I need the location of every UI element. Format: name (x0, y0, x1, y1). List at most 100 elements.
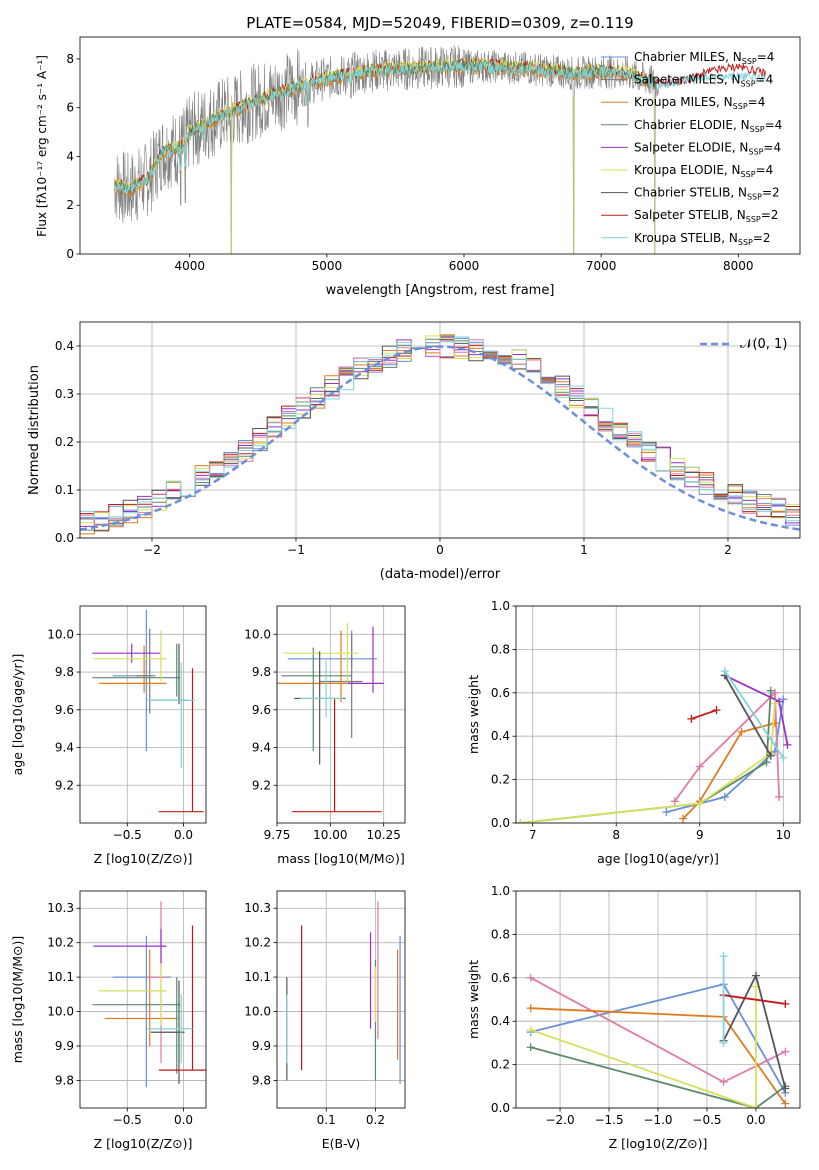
legend-eq: =4 (756, 163, 774, 177)
axes-residuals: −2 −1 0 1 2 0.0 0.1 0.2 0.3 0.4 (55, 321, 801, 557)
y-axis-label: Flux [fλ10⁻¹⁷ erg cm⁻² s⁻¹ A⁻¹] (35, 55, 49, 237)
weight-line (722, 973, 787, 1089)
y-tick-label: 0 (66, 247, 74, 261)
weight-marker (712, 706, 721, 715)
weight-marker (751, 971, 760, 980)
legend: Chabrier MILES, NSSP=4 Salpeter MILES, NS… (601, 50, 782, 247)
y-axis-label: mass weight (466, 960, 481, 1039)
legend-label: Kroupa MILES, NSSP=4 (634, 95, 765, 111)
x-tick-label: −1.0 (643, 1113, 672, 1127)
y-axis-label: mass [log10(M/M⊙)] (10, 936, 25, 1064)
y-tick-label: 1.0 (491, 599, 510, 613)
x-tick-label: 4000 (174, 259, 205, 273)
y-tick-label: 10.3 (47, 901, 74, 915)
error-point (283, 622, 359, 682)
y-tick-label: 10.0 (47, 1005, 74, 1019)
legend-eq: =2 (761, 208, 779, 222)
y-tick-label: 9.4 (55, 741, 74, 755)
weight-series-pink (670, 688, 784, 806)
plot-area (526, 952, 790, 1108)
plot-area (113, 44, 766, 254)
error-point (158, 668, 204, 813)
error-point (99, 963, 167, 1026)
y-tick-label: 10.2 (244, 936, 271, 950)
weight-line (530, 986, 757, 1108)
weight-series-pink (526, 973, 790, 1086)
error-point (93, 630, 167, 682)
y-axis-label: mass weight (466, 675, 481, 754)
histogram-kroupa_elodie (80, 335, 800, 524)
x-axis-label: Z [log10(Z/Z⊙)] (94, 851, 193, 866)
weight-marker (779, 753, 788, 762)
legend-eq: =4 (756, 73, 774, 87)
weight-marker (719, 1077, 728, 1086)
y-tick-label: 0.8 (491, 927, 510, 941)
weight-series-kroupa_stelib (720, 667, 788, 762)
weight-series-kroupa_miles (679, 719, 779, 823)
legend-eq: =4 (748, 95, 766, 109)
y-tick-label: 9.9 (55, 1039, 74, 1053)
x-tick-label: 2 (724, 543, 732, 557)
weight-series-kroupa_stelib (719, 952, 728, 1047)
x-tick-label: 1 (580, 543, 588, 557)
x-axis-label: E(B-V) (322, 1136, 361, 1151)
legend-subscript: SSP (742, 57, 757, 66)
weight-marker (695, 762, 704, 771)
weight-marker (687, 714, 696, 723)
x-axis-label: (data-model)/error (380, 567, 501, 582)
y-tick-label: 1.0 (491, 884, 510, 898)
model-spectrum-kroupa_stelib (113, 60, 766, 196)
x-tick-label: 8000 (723, 259, 754, 273)
weight-marker (779, 695, 788, 704)
y-axis-label: age [log10(age/yr)] (10, 654, 25, 776)
plot-area (277, 622, 384, 813)
y-tick-label: 0.2 (491, 773, 510, 787)
legend-subscript: SSP (747, 193, 762, 202)
y-tick-label: 9.6 (252, 703, 271, 717)
legend-label: Salpeter MILES, NSSP=4 (634, 73, 773, 89)
axes-weight_vs_age: 7 8 9 10 0.0 0.2 0.4 0.6 0.8 1.0 (491, 599, 801, 842)
weight-line (682, 722, 776, 820)
axes-frame (79, 605, 207, 824)
y-tick-label: 10.2 (47, 936, 74, 950)
weight-marker (781, 1084, 790, 1093)
y-tick-label: 0.0 (55, 531, 74, 545)
y-tick-label: 9.9 (252, 1039, 271, 1053)
gaussian-curve (80, 345, 800, 531)
legend-eq: =2 (762, 186, 780, 200)
x-axis-label: Z [log10(Z/Z⊙)] (609, 1136, 708, 1151)
x-tick-label: 6000 (449, 259, 480, 273)
y-tick-label: 10.1 (244, 970, 271, 984)
error-point (112, 609, 152, 752)
y-tick-label: 0.6 (491, 686, 510, 700)
y-tick-label: 0.0 (491, 816, 510, 830)
legend-subscript: SSP (750, 125, 765, 134)
legend-label: 𝒩(0, 1) (740, 337, 787, 352)
legend-label: Salpeter STELIB, NSSP=2 (634, 208, 778, 224)
plot-area (286, 901, 401, 1084)
weight-series-salpeter_stelib (719, 991, 790, 1008)
error-point (147, 662, 195, 769)
x-tick-label: 9.75 (264, 828, 291, 842)
error-point (104, 949, 178, 1046)
weight-marker (516, 819, 525, 823)
weight-series-salpeter_stelib (687, 706, 721, 723)
histogram-pink (80, 339, 800, 526)
chart-title: PLATE=0584, MJD=52049, FIBERID=0309, z=0… (246, 14, 633, 32)
y-tick-label: 10.0 (47, 627, 74, 641)
x-tick-label: −0.5 (113, 828, 142, 842)
weight-marker (781, 1099, 790, 1108)
weight-line (530, 1046, 786, 1108)
weight-line (724, 674, 772, 757)
y-tick-label: 0.3 (55, 387, 74, 401)
x-axis-label: mass [log10(M/M⊙)] (277, 851, 405, 866)
weight-marker (770, 688, 779, 697)
error-point (92, 977, 181, 1074)
weight-marker (783, 740, 792, 749)
x-tick-label: 0.2 (366, 1113, 385, 1127)
legend-label: Kroupa ELODIE, NSSP=4 (634, 163, 773, 179)
y-tick-label: 0.8 (491, 642, 510, 656)
x-tick-label: 9 (696, 828, 704, 842)
weight-marker (737, 727, 746, 736)
